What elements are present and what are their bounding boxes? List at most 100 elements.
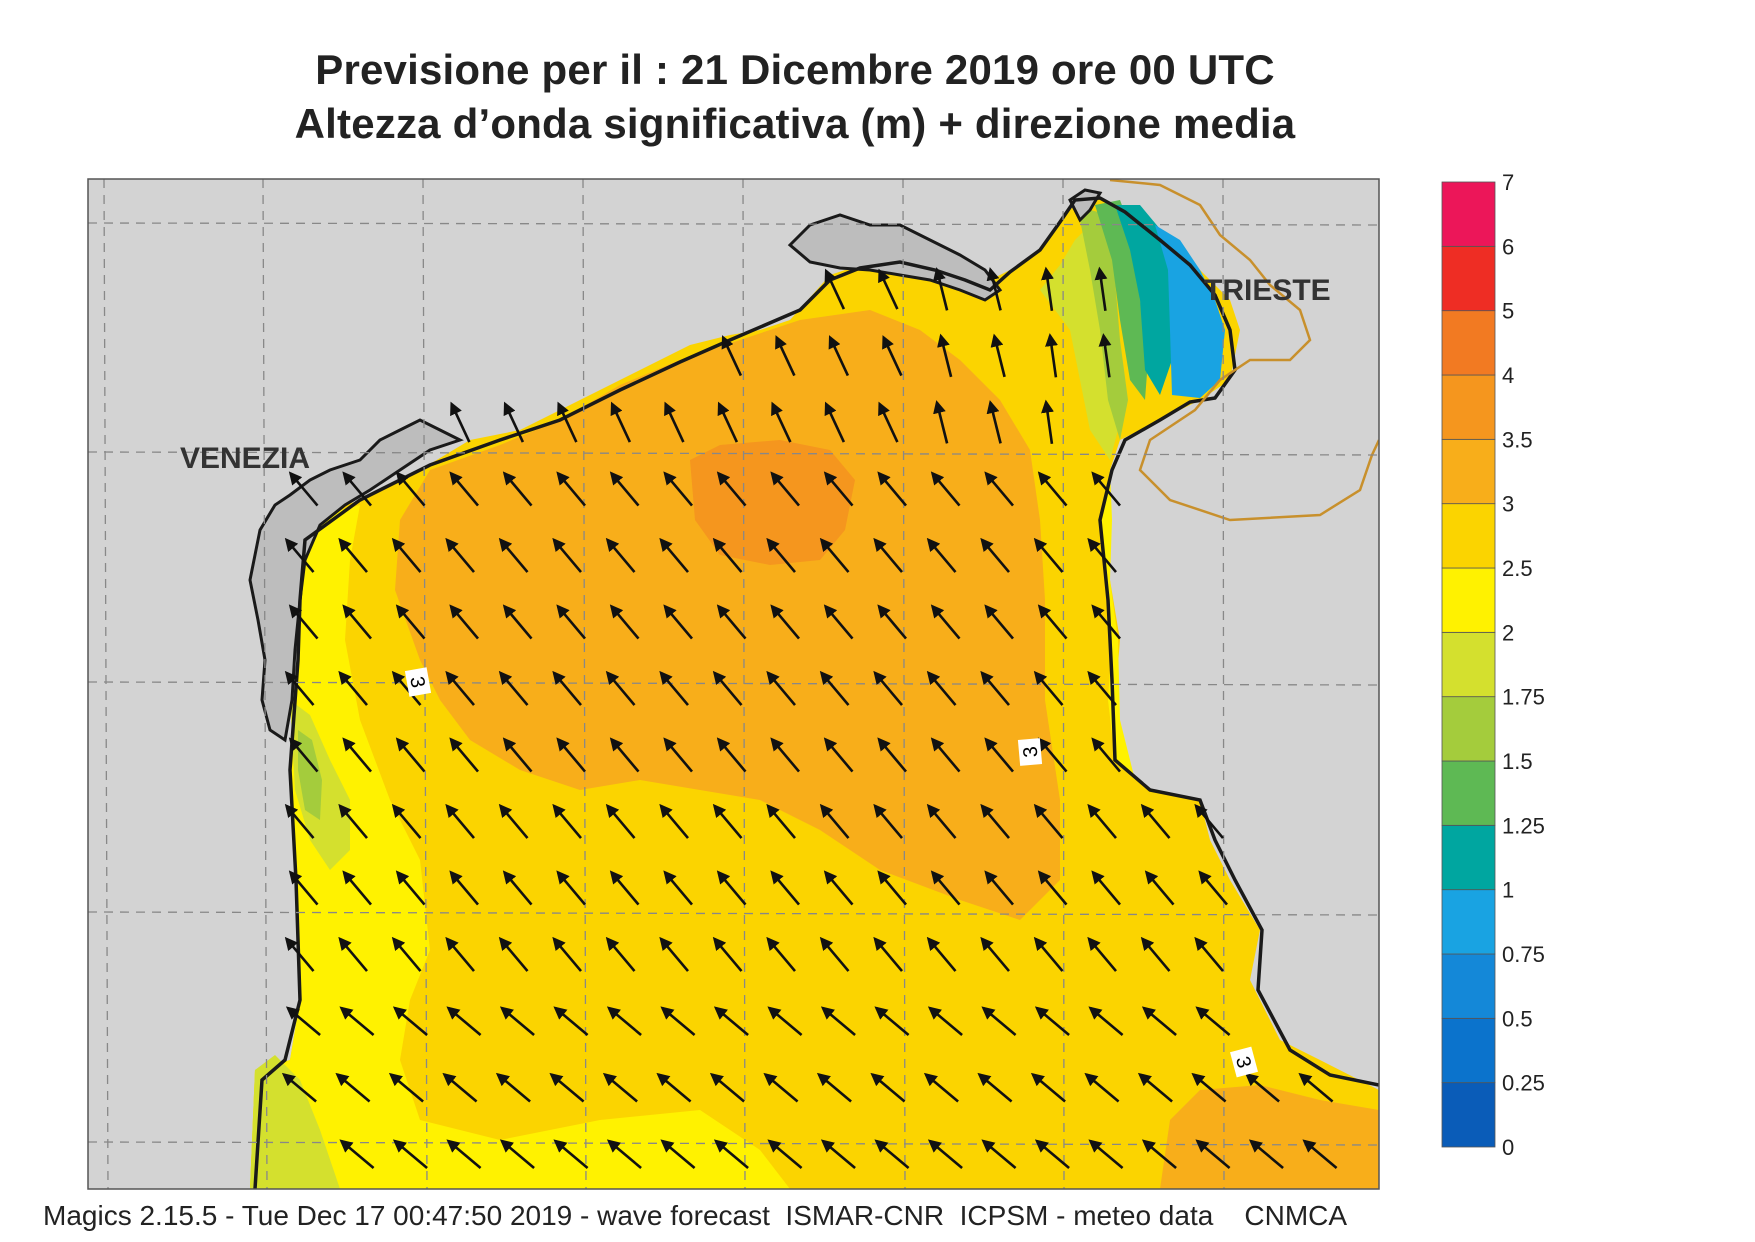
- legend-tick-label: 4: [1502, 363, 1514, 388]
- wave-direction-arrow: [1033, 936, 1064, 972]
- wave-direction-arrow: [659, 537, 689, 573]
- legend-tick-label: 1.75: [1502, 685, 1545, 710]
- legend-swatch: [1441, 631, 1496, 698]
- wave-direction-arrow: [877, 471, 907, 507]
- wave-direction-arrow: [609, 471, 640, 507]
- wave-direction-arrow: [663, 737, 693, 773]
- wave-direction-arrow: [874, 1139, 910, 1169]
- wave-direction-arrow: [984, 737, 1014, 773]
- wave-direction-arrow: [391, 670, 422, 706]
- wave-direction-arrow: [502, 870, 533, 906]
- wave-direction-arrow: [288, 604, 319, 640]
- zone-2.5-3m-south: [440, 900, 1290, 1189]
- wave-direction-arrow: [763, 1072, 799, 1103]
- wave-direction-arrow: [980, 936, 1010, 972]
- wave-direction-arrow: [553, 1006, 589, 1036]
- wave-direction-arrow: [660, 1139, 696, 1169]
- wave-direction-arrow: [1248, 1139, 1284, 1169]
- title-line-1: Previsione per il : 21 Dicembre 2019 ore…: [315, 46, 1275, 93]
- wave-direction-arrow: [446, 1139, 482, 1169]
- wave-direction-arrow: [712, 803, 743, 839]
- wave-direction-arrow: [549, 1072, 585, 1103]
- legend-tick-label: 1.25: [1502, 813, 1545, 838]
- wave-direction-arrow: [556, 471, 586, 507]
- wave-direction-arrow: [338, 803, 368, 839]
- wave-direction-arrow: [445, 936, 475, 972]
- wave-direction-arrow: [824, 268, 846, 310]
- legend-tick-label: 0: [1502, 1135, 1514, 1160]
- wave-direction-arrow: [502, 471, 533, 507]
- wave-direction-arrow: [664, 401, 685, 443]
- contour-label-east: 3: [1230, 1046, 1258, 1078]
- wave-direction-arrow: [1195, 1139, 1231, 1169]
- wave-direction-arrow: [1140, 936, 1171, 972]
- wave-direction-arrow: [1033, 670, 1064, 706]
- wave-direction-arrow: [1195, 1006, 1231, 1036]
- contour-label-west: 3: [404, 667, 432, 697]
- legend-swatch: [1441, 696, 1496, 762]
- contour-label-center: 3: [1017, 738, 1042, 766]
- wave-direction-arrow: [767, 1139, 803, 1169]
- wave-direction-arrow: [981, 1006, 1017, 1036]
- wave-direction-arrow: [605, 670, 636, 706]
- wave-direction-arrow: [930, 604, 961, 640]
- wave-direction-arrow: [660, 1006, 696, 1036]
- wave-direction-arrow: [502, 737, 533, 773]
- wave-direction-arrow: [712, 936, 743, 972]
- zone-3-3.5m-southeast: [1160, 1085, 1379, 1189]
- wave-direction-arrow: [1034, 1006, 1070, 1036]
- map-frame: [87, 178, 1380, 1190]
- wave-direction-arrow: [392, 1006, 428, 1036]
- legend-swatch: [1441, 889, 1496, 955]
- wave-direction-arrow: [609, 737, 640, 773]
- wave-direction-arrow: [338, 936, 368, 972]
- wave-direction-arrow: [449, 870, 479, 906]
- legend-tick-label: 0.5: [1502, 1006, 1533, 1031]
- wave-direction-arrow: [926, 537, 957, 573]
- wave-direction-arrow: [986, 400, 1002, 444]
- wave-direction-arrow: [878, 401, 899, 443]
- wave-direction-arrow: [1033, 537, 1064, 573]
- wave-direction-arrow: [1091, 604, 1121, 640]
- wave-direction-arrow: [823, 471, 854, 507]
- wave-direction-arrow: [663, 604, 693, 640]
- wave-direction-arrow: [878, 268, 899, 310]
- wave-direction-arrow: [449, 737, 479, 773]
- wave-direction-arrow: [499, 1139, 535, 1169]
- wave-direction-arrow: [342, 471, 372, 507]
- legend-swatch: [1441, 953, 1496, 1019]
- wave-direction-arrow: [819, 670, 850, 706]
- wave-direction-arrow: [609, 870, 640, 906]
- wave-direction-arrow: [820, 1006, 856, 1036]
- wave-direction-arrow: [1144, 870, 1175, 906]
- wave-direction-arrow: [1041, 266, 1054, 311]
- wave-direction-arrow: [1091, 471, 1121, 507]
- wave-direction-arrow: [659, 936, 689, 972]
- wave-direction-arrow: [816, 1072, 852, 1103]
- wave-direction-arrow: [823, 737, 854, 773]
- wave-direction-arrow: [824, 401, 846, 443]
- legend-tick-label: 1.5: [1502, 749, 1533, 774]
- legend-tick-label: 1: [1502, 878, 1514, 903]
- wave-direction-arrow: [770, 870, 800, 906]
- zone-1.75-2m-southwest: [250, 1055, 340, 1189]
- wave-direction-arrow: [1087, 537, 1117, 573]
- wave-direction-arrow: [395, 737, 426, 773]
- wave-direction-arrow: [877, 737, 907, 773]
- wave-direction-arrow: [873, 670, 903, 706]
- wave-direction-arrow: [766, 936, 796, 972]
- wave-direction-arrow: [552, 537, 582, 573]
- wave-direction-arrow: [1088, 1006, 1124, 1036]
- wave-direction-arrow: [981, 1139, 1017, 1169]
- wave-direction-arrow: [284, 670, 315, 706]
- legend-swatch: [1441, 374, 1496, 440]
- wave-direction-arrow: [442, 1072, 478, 1103]
- legend-swatch: [1441, 245, 1496, 312]
- wave-direction-arrow: [605, 537, 636, 573]
- wave-direction-arrow: [606, 1006, 642, 1036]
- wave-direction-arrow: [659, 670, 689, 706]
- wave-direction-arrow: [766, 803, 796, 839]
- wave-direction-arrow: [819, 936, 850, 972]
- wave-direction-arrow: [503, 401, 525, 443]
